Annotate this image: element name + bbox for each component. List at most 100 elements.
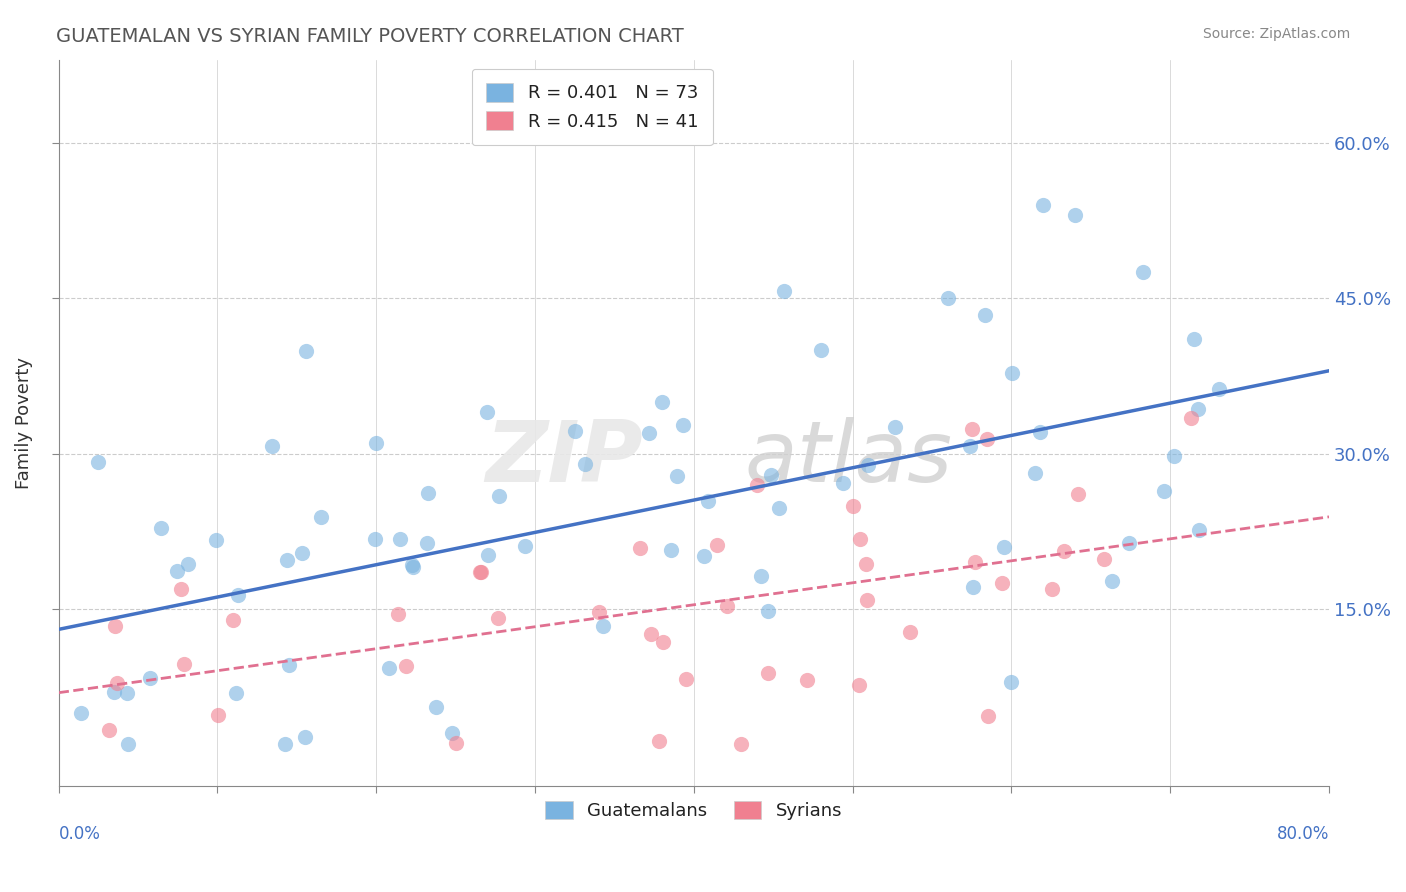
Point xyxy=(276,552,298,566)
Point xyxy=(841,499,863,513)
Point xyxy=(1053,544,1076,558)
Point xyxy=(416,536,439,550)
Point xyxy=(166,564,188,578)
Point xyxy=(103,685,125,699)
Point xyxy=(97,723,120,737)
Point xyxy=(207,707,229,722)
Text: 80.0%: 80.0% xyxy=(1277,825,1329,844)
Point xyxy=(884,420,907,434)
Point xyxy=(675,673,697,687)
Point xyxy=(295,344,318,359)
Point xyxy=(1067,486,1090,500)
Point xyxy=(1180,411,1202,425)
Point xyxy=(772,284,794,298)
Point xyxy=(810,343,832,357)
Point xyxy=(1153,484,1175,499)
Point xyxy=(104,619,127,633)
Point xyxy=(991,575,1014,590)
Point xyxy=(477,405,499,419)
Point xyxy=(470,565,492,579)
Point xyxy=(574,457,596,471)
Point xyxy=(1118,536,1140,550)
Point xyxy=(425,699,447,714)
Point xyxy=(855,593,877,607)
Point xyxy=(513,539,536,553)
Point xyxy=(588,606,610,620)
Point xyxy=(394,659,416,673)
Point xyxy=(70,706,93,720)
Point xyxy=(962,580,984,594)
Point xyxy=(898,625,921,640)
Point xyxy=(87,455,110,469)
Point xyxy=(747,477,769,491)
Point xyxy=(401,558,423,572)
Point xyxy=(1182,332,1205,346)
Text: Source: ZipAtlas.com: Source: ZipAtlas.com xyxy=(1202,27,1350,41)
Point xyxy=(1188,523,1211,537)
Point xyxy=(672,418,695,433)
Point xyxy=(221,613,243,627)
Point xyxy=(960,422,983,436)
Point xyxy=(849,532,872,546)
Point xyxy=(277,657,299,672)
Point xyxy=(1208,382,1230,396)
Point xyxy=(416,485,439,500)
Point xyxy=(716,599,738,614)
Point xyxy=(477,548,499,562)
Point xyxy=(387,607,409,621)
Point xyxy=(309,510,332,524)
Point xyxy=(973,308,995,322)
Point xyxy=(977,708,1000,723)
Point xyxy=(993,540,1015,554)
Point xyxy=(768,500,790,515)
Point xyxy=(366,436,388,450)
Point xyxy=(1032,198,1054,212)
Point xyxy=(205,533,228,548)
Point xyxy=(173,657,195,672)
Point xyxy=(976,433,998,447)
Point xyxy=(855,557,877,571)
Y-axis label: Family Poverty: Family Poverty xyxy=(15,357,32,489)
Point xyxy=(169,582,191,596)
Point xyxy=(402,560,425,574)
Legend: Guatemalans, Syrians: Guatemalans, Syrians xyxy=(531,787,856,835)
Point xyxy=(262,439,284,453)
Point xyxy=(637,426,659,441)
Point xyxy=(488,490,510,504)
Text: GUATEMALAN VS SYRIAN FAMILY POVERTY CORRELATION CHART: GUATEMALAN VS SYRIAN FAMILY POVERTY CORR… xyxy=(56,27,683,45)
Point xyxy=(697,493,720,508)
Point xyxy=(564,425,586,439)
Point xyxy=(115,686,138,700)
Point xyxy=(796,673,818,687)
Point xyxy=(730,737,752,751)
Point xyxy=(1092,552,1115,566)
Point xyxy=(1187,402,1209,417)
Point xyxy=(628,541,651,555)
Point xyxy=(659,543,682,558)
Point xyxy=(640,627,662,641)
Point xyxy=(389,533,412,547)
Point xyxy=(440,726,463,740)
Point xyxy=(936,291,959,305)
Point xyxy=(831,476,853,491)
Point xyxy=(105,676,128,690)
Point xyxy=(274,737,297,751)
Point xyxy=(378,661,401,675)
Point xyxy=(1163,450,1185,464)
Point xyxy=(756,604,779,618)
Text: ZIP: ZIP xyxy=(485,417,643,500)
Point xyxy=(963,555,986,569)
Point xyxy=(1028,425,1050,439)
Point xyxy=(706,538,728,552)
Point xyxy=(294,731,316,745)
Point xyxy=(1040,582,1063,596)
Point xyxy=(444,736,467,750)
Point xyxy=(652,635,675,649)
Point xyxy=(959,439,981,453)
Point xyxy=(749,569,772,583)
Point xyxy=(150,521,173,535)
Point xyxy=(692,549,714,563)
Point xyxy=(1132,265,1154,279)
Point xyxy=(363,532,385,546)
Point xyxy=(761,467,783,482)
